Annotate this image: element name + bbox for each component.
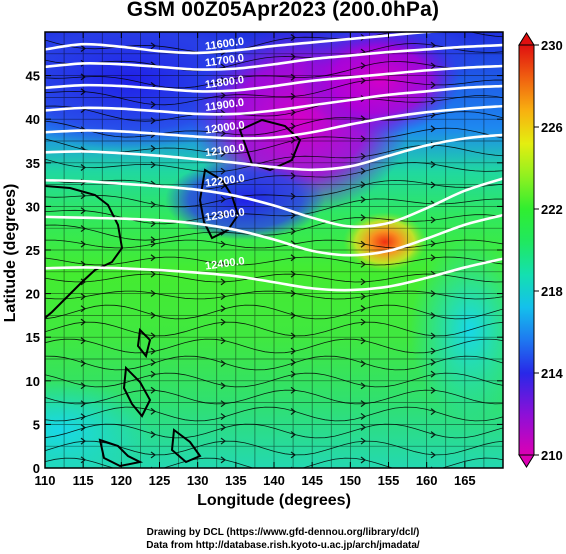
lon-tick-label: 120 bbox=[110, 473, 132, 488]
lat-tick-label: 35 bbox=[26, 156, 40, 171]
height-contour bbox=[45, 104, 503, 140]
credit-data: Data from http://database.rish.kyoto-u.a… bbox=[146, 540, 420, 551]
lat-tick-label: 5 bbox=[33, 417, 40, 432]
contour-label: 12400.0 bbox=[204, 255, 245, 272]
lat-tick-label: 15 bbox=[26, 330, 40, 345]
colorbar-tick-label: 226 bbox=[541, 120, 563, 135]
colorbar-tick-label: 230 bbox=[541, 38, 563, 53]
lat-tick-label: 45 bbox=[26, 69, 40, 84]
lon-tick-label: 140 bbox=[263, 473, 285, 488]
lat-tick-label: 25 bbox=[26, 243, 40, 258]
lat-tick-label: 0 bbox=[33, 461, 40, 476]
latitude-axis: 0 5 10 15 20 25 30 35 40 45 bbox=[26, 69, 503, 476]
colorbar-tick-label: 222 bbox=[541, 202, 563, 217]
height-contour bbox=[45, 213, 503, 257]
contour-label: 12000.0 bbox=[204, 119, 245, 136]
y-axis-label: Latitude (degrees) bbox=[2, 183, 19, 323]
credit-drawing: Drawing by DCL (https://www.gfd-dennou.o… bbox=[146, 527, 420, 538]
lon-tick-label: 130 bbox=[187, 473, 209, 488]
height-contour bbox=[45, 64, 503, 93]
lon-tick-label: 115 bbox=[73, 473, 94, 488]
lat-tick-label: 30 bbox=[26, 199, 40, 214]
map-title: GSM 00Z05Apr2023 (200.0hPa) bbox=[126, 0, 440, 21]
lon-tick-label: 145 bbox=[301, 473, 323, 488]
lon-tick-label: 110 bbox=[35, 473, 56, 488]
lon-tick-label: 165 bbox=[454, 473, 476, 488]
colorbar-tick-label: 210 bbox=[541, 448, 563, 463]
lat-tick-label: 10 bbox=[26, 374, 40, 389]
contour-label: 12300.0 bbox=[204, 206, 245, 223]
colorbar-gradient bbox=[518, 44, 535, 456]
contour-label: 12100.0 bbox=[204, 142, 245, 159]
height-contour bbox=[45, 133, 503, 172]
colorbar-max-arrow bbox=[518, 32, 535, 46]
lat-tick-label: 40 bbox=[26, 112, 40, 127]
height-contour bbox=[45, 177, 503, 229]
colorbar-tick-label: 214 bbox=[541, 366, 563, 381]
contour-label: 11700.0 bbox=[204, 52, 244, 69]
height-contour bbox=[45, 257, 503, 292]
contour-label: 11600.0 bbox=[204, 36, 244, 53]
height-contour bbox=[45, 84, 503, 116]
lon-tick-label: 135 bbox=[225, 473, 247, 488]
contour-label: 12200.0 bbox=[204, 172, 245, 189]
lat-tick-label: 20 bbox=[26, 287, 40, 302]
x-axis-label: Longitude (degrees) bbox=[197, 492, 351, 509]
height-contour bbox=[45, 43, 503, 71]
colorbar-tick-label: 218 bbox=[541, 284, 563, 299]
colorbar: 230 226 222 218 214 210 bbox=[518, 32, 563, 468]
colorbar-min-arrow bbox=[518, 454, 535, 468]
lon-tick-label: 125 bbox=[149, 473, 171, 488]
contour-label: 11900.0 bbox=[204, 97, 244, 114]
longitude-axis: 110 115 120 125 130 135 140 145 150 155 160 165 bbox=[35, 32, 476, 488]
credits: Drawing by DCL (https://www.gfd-dennou.o… bbox=[0, 526, 566, 552]
contour-label: 11800.0 bbox=[204, 74, 244, 91]
height-contour bbox=[45, 32, 455, 55]
lon-tick-label: 150 bbox=[339, 473, 361, 488]
lon-tick-label: 160 bbox=[416, 473, 438, 488]
lon-tick-label: 155 bbox=[378, 473, 400, 488]
